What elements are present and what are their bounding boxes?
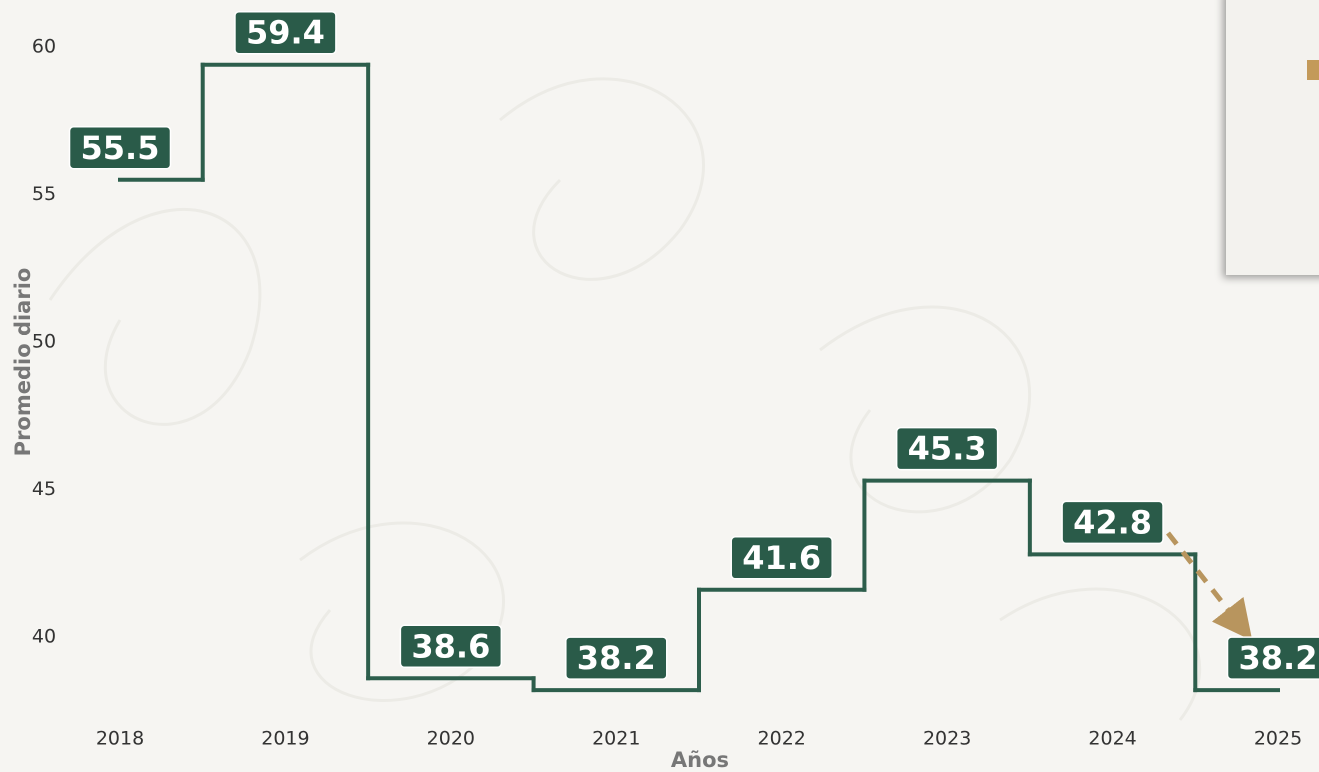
value-label: 38.2 — [577, 639, 656, 677]
value-label: 45.3 — [908, 430, 987, 468]
inset-card — [1226, 0, 1319, 275]
value-label: 59.4 — [246, 14, 325, 52]
y-tick-label: 60 — [32, 36, 56, 58]
chart: Años Promedio diario 40 45 50 55 60 2018 2019 2… — [0, 0, 1319, 772]
x-tick-label: 2020 — [427, 728, 475, 750]
x-tick-label: 2024 — [1088, 728, 1136, 750]
value-label: 55.5 — [81, 129, 160, 167]
value-label: 41.6 — [742, 539, 821, 577]
x-tick-label: 2022 — [758, 728, 806, 750]
y-tick-label: 45 — [32, 478, 56, 500]
y-tick-label: 40 — [32, 626, 56, 648]
value-label: 42.8 — [1073, 503, 1152, 541]
x-tick-label: 2021 — [592, 728, 640, 750]
y-tick-label: 55 — [32, 183, 56, 205]
value-label: 38.6 — [411, 627, 490, 665]
x-tick-label: 2023 — [923, 728, 971, 750]
y-tick-label: 50 — [32, 331, 56, 353]
x-tick-label: 2025 — [1254, 728, 1302, 750]
page: {"chart_data": {"type": "line", "step": … — [0, 0, 1319, 772]
value-label: 38.2 — [1239, 639, 1318, 677]
y-axis-title: Promedio diario — [11, 268, 35, 457]
x-axis-title: Años — [671, 748, 729, 772]
inset-card-marker — [1307, 60, 1319, 80]
x-tick-label: 2018 — [96, 728, 144, 750]
x-tick-label: 2019 — [261, 728, 309, 750]
